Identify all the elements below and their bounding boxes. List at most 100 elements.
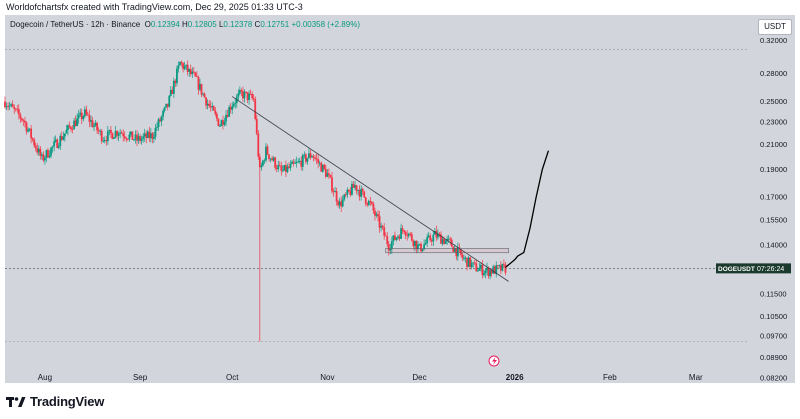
candle-body	[110, 129, 112, 134]
candle-body	[413, 240, 416, 247]
candle-body	[318, 162, 321, 164]
candle-body	[255, 118, 258, 134]
candle-body	[308, 153, 310, 159]
candle-body	[401, 228, 404, 231]
price-axis-label: 0.10500	[760, 312, 787, 321]
candle-body	[148, 131, 151, 139]
candle-body	[168, 95, 171, 107]
candle-body	[22, 120, 25, 122]
candle-body	[242, 91, 244, 99]
candle-body	[93, 125, 95, 128]
price-tag-countdown: 07:26:24	[757, 266, 784, 273]
candle-body	[97, 130, 100, 132]
candle-body	[194, 72, 197, 77]
candle-body	[131, 131, 134, 140]
candle-body	[283, 165, 286, 171]
candle-body	[329, 174, 332, 178]
candle-body	[426, 237, 429, 244]
candle-body	[182, 63, 184, 69]
candle-body	[340, 201, 343, 207]
candle-body	[390, 241, 393, 250]
candle-body	[475, 263, 478, 272]
time-axis-label: Feb	[603, 373, 617, 382]
candle-body	[188, 69, 191, 72]
candle-body	[73, 120, 75, 130]
candle-body	[394, 235, 396, 240]
candle-body	[470, 263, 473, 268]
symbol-title: Dogecoin / TetherUS · 12h · Binance	[10, 20, 141, 29]
chart-panel[interactable]	[5, 15, 795, 383]
low-label: L	[218, 20, 224, 29]
candle-body	[192, 71, 195, 73]
candle-body	[249, 93, 252, 95]
candle-body	[440, 234, 442, 244]
candle-body	[183, 66, 186, 69]
price-tag-symbol: DOGEUSDT	[718, 266, 755, 273]
candle-body	[351, 183, 353, 195]
candle-body	[444, 240, 447, 244]
candle-body	[36, 148, 39, 153]
candle-body	[354, 185, 356, 188]
candle-body	[467, 257, 470, 267]
candle-body	[165, 103, 168, 108]
candle-body	[429, 235, 432, 241]
price-chart[interactable]: 0.32000 0.28000 0.25000 0.23000 0.21000 0.190…	[0, 0, 800, 386]
candle-body	[374, 210, 376, 216]
candle-body	[298, 160, 301, 162]
candle-body	[111, 133, 114, 139]
price-axis-label: 0.14000	[760, 241, 787, 250]
candle-body	[10, 104, 13, 106]
candle-body	[215, 113, 218, 119]
currency-button[interactable]: USDT	[758, 19, 792, 35]
candle-body	[252, 98, 255, 100]
candle-body	[423, 244, 425, 250]
candle-body	[479, 264, 482, 269]
candle-body	[285, 165, 287, 172]
candle-body	[108, 129, 111, 132]
close-value: 0.12751	[260, 20, 290, 29]
candle-body	[346, 189, 349, 195]
candle-body	[85, 109, 88, 115]
candle-body	[278, 165, 281, 166]
candle-body	[83, 109, 86, 117]
candle-body	[490, 270, 493, 274]
candle-body	[323, 164, 326, 169]
candle-body	[113, 137, 115, 139]
price-axis-label: 0.08900	[760, 353, 787, 362]
candle-body	[294, 162, 297, 164]
candle-body	[389, 249, 392, 251]
price-axis-label: 0.09700	[760, 332, 787, 341]
candle-body	[441, 238, 444, 244]
candle-body	[262, 160, 264, 166]
candle-body	[492, 266, 495, 274]
candle-body	[483, 273, 485, 276]
candle-body	[119, 132, 122, 134]
candle-body	[67, 125, 69, 131]
close-label: C	[254, 20, 261, 29]
candle-body	[317, 159, 320, 163]
candle-body	[11, 104, 14, 107]
candle-body	[100, 130, 103, 142]
candle-body	[19, 114, 22, 119]
candle-body	[243, 91, 246, 99]
candle-body	[297, 161, 300, 163]
candle-body	[463, 258, 465, 259]
candle-body	[398, 236, 401, 239]
candle-body	[304, 154, 307, 162]
candle-body	[219, 125, 221, 127]
candle-body	[56, 139, 59, 148]
candle-body	[209, 105, 212, 108]
candle-body	[275, 167, 278, 170]
candle-body	[27, 129, 29, 132]
candle-body	[355, 185, 358, 191]
candle-body	[60, 136, 63, 140]
candle-body	[460, 249, 462, 255]
candle-body	[31, 138, 34, 140]
candle-body	[16, 108, 19, 110]
candle-body	[140, 138, 143, 141]
candle-body	[103, 140, 106, 142]
candle-body	[432, 234, 435, 242]
candle-body	[142, 136, 145, 139]
candle-body	[171, 89, 174, 94]
candle-body	[122, 133, 125, 137]
